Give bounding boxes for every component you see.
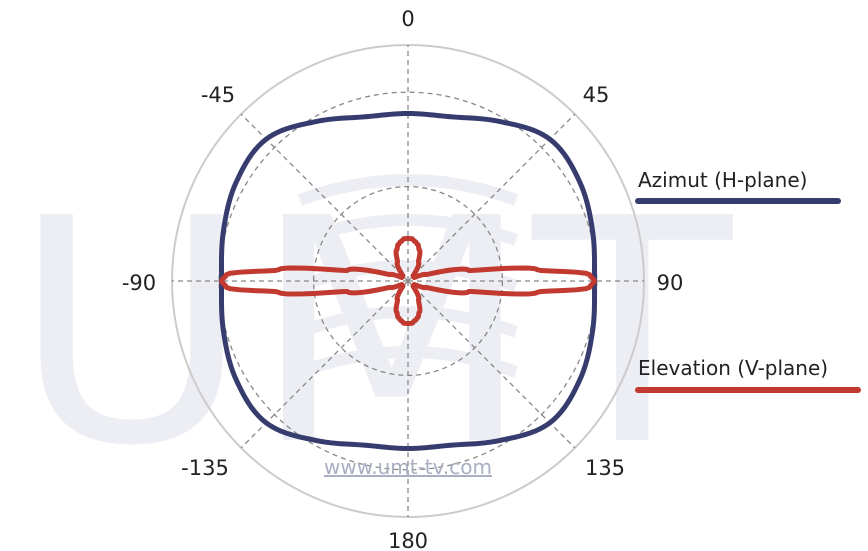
watermark-logo: UMT bbox=[12, 153, 737, 514]
legend-label-elevation: Elevation (V-plane) bbox=[638, 356, 828, 380]
legend-label-azimut: Azimut (H-plane) bbox=[638, 168, 807, 192]
series-elevation-line bbox=[219, 236, 597, 326]
series-layer bbox=[218, 110, 598, 452]
angle-tick-labels: 0 45 90 135 180 -135 -90 -45 bbox=[122, 7, 684, 551]
legend: Azimut (H-plane) Elevation (V-plane) bbox=[635, 168, 861, 393]
tick-label: -45 bbox=[201, 83, 235, 107]
angle-spoke bbox=[407, 280, 576, 449]
angle-spoke bbox=[407, 113, 576, 282]
tick-label: -90 bbox=[122, 271, 156, 295]
tick-label: 90 bbox=[657, 271, 684, 295]
tick-label: 180 bbox=[388, 529, 428, 551]
tick-label: 45 bbox=[583, 83, 610, 107]
watermark-wave bbox=[297, 214, 519, 246]
website-link[interactable]: www.umt-tv.com bbox=[324, 455, 492, 479]
angle-spoke bbox=[240, 113, 409, 282]
tick-label: 0 bbox=[401, 7, 414, 31]
tick-label: 135 bbox=[585, 456, 625, 480]
series-azimut-line bbox=[218, 110, 598, 452]
tick-label: -135 bbox=[181, 456, 229, 480]
watermark-logo-text: UMT bbox=[12, 153, 737, 514]
angle-spoke bbox=[240, 280, 409, 449]
watermark-wave bbox=[297, 260, 519, 292]
watermark-wave bbox=[297, 346, 519, 378]
